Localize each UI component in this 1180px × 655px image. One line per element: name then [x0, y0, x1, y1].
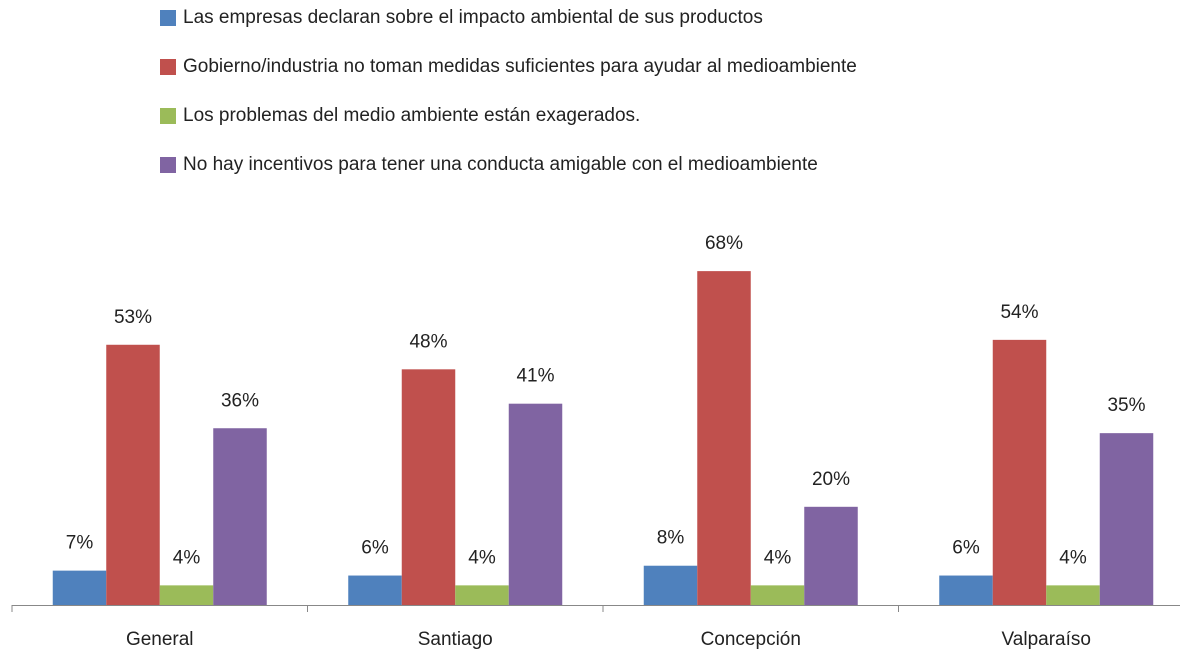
- legend-label: No hay incentivos para tener una conduct…: [183, 154, 818, 175]
- legend-label: Los problemas del medio ambiente están e…: [183, 105, 640, 126]
- value-label: 7%: [66, 533, 94, 554]
- legend-swatch: [160, 10, 176, 26]
- bar: [455, 585, 509, 605]
- bar: [750, 585, 805, 605]
- value-label: 68%: [705, 233, 743, 254]
- x-tick-label: Valparaíso: [1002, 629, 1091, 650]
- bar: [643, 565, 698, 605]
- value-label: 20%: [812, 469, 850, 490]
- bar: [106, 344, 160, 605]
- bar: [1099, 433, 1154, 605]
- value-label: 6%: [952, 538, 980, 559]
- bar: [401, 369, 456, 605]
- bar: [348, 575, 402, 605]
- value-label: 54%: [1000, 302, 1038, 323]
- x-tick-label: General: [126, 629, 194, 650]
- value-label: 4%: [1059, 547, 1087, 568]
- value-label: 4%: [173, 547, 201, 568]
- bar: [213, 428, 267, 605]
- bar: [992, 339, 1047, 605]
- value-label: 4%: [468, 547, 496, 568]
- legend-label: Las empresas declaran sobre el impacto a…: [183, 7, 763, 28]
- bar: [52, 570, 107, 605]
- value-label: 36%: [221, 390, 259, 411]
- legend-swatch: [160, 108, 176, 124]
- value-label: 6%: [361, 538, 389, 559]
- legend-swatch: [160, 157, 176, 173]
- bar: [159, 585, 214, 605]
- value-label: 48%: [409, 331, 447, 352]
- x-tick-label: Concepción: [701, 629, 801, 650]
- value-label: 35%: [1107, 395, 1145, 416]
- value-label: 53%: [114, 307, 152, 328]
- legend-label: Gobierno/industria no toman medidas sufi…: [183, 56, 857, 77]
- bar: [697, 271, 751, 605]
- legend-swatch: [160, 59, 176, 75]
- x-tick-label: Santiago: [418, 629, 493, 650]
- value-label: 41%: [516, 366, 554, 387]
- bar: [939, 575, 993, 605]
- bar: [508, 403, 563, 605]
- bar: [1046, 585, 1100, 605]
- bar: [804, 506, 858, 605]
- value-label: 4%: [764, 547, 792, 568]
- value-label: 8%: [657, 528, 685, 549]
